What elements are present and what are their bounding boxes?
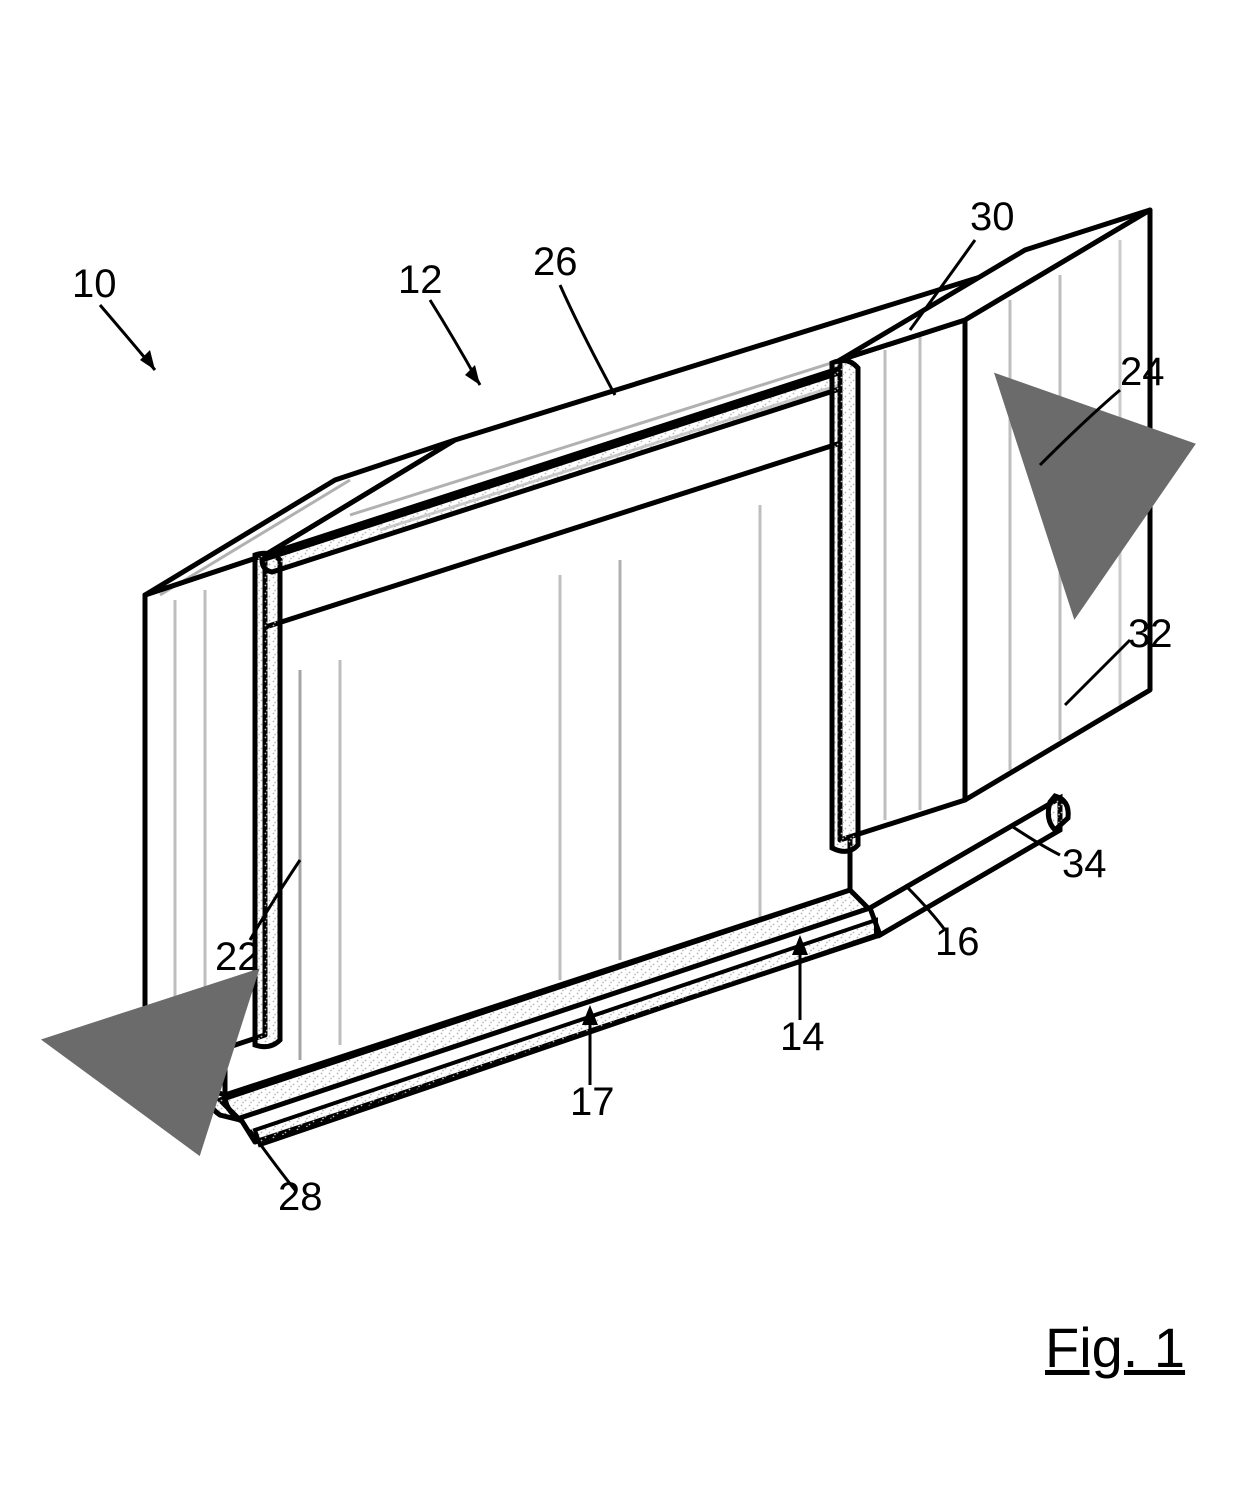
ref-32: 32 (1128, 612, 1173, 657)
ref-28: 28 (278, 1175, 323, 1220)
figure-canvas: 10 12 26 30 24 32 34 16 14 17 28 22 Fig.… (0, 0, 1240, 1491)
ref-22: 22 (215, 935, 260, 980)
ref-14: 14 (780, 1015, 825, 1060)
ref-12: 12 (398, 258, 443, 303)
ref-16: 16 (935, 920, 980, 965)
ref-34: 34 (1062, 842, 1107, 887)
ref-17: 17 (570, 1080, 615, 1125)
ref-26: 26 (533, 240, 578, 285)
diagram-svg (0, 0, 1240, 1491)
ref-10: 10 (72, 262, 117, 307)
ref-30: 30 (970, 195, 1015, 240)
ref-24: 24 (1120, 350, 1165, 395)
figure-caption: Fig. 1 (1045, 1315, 1185, 1380)
